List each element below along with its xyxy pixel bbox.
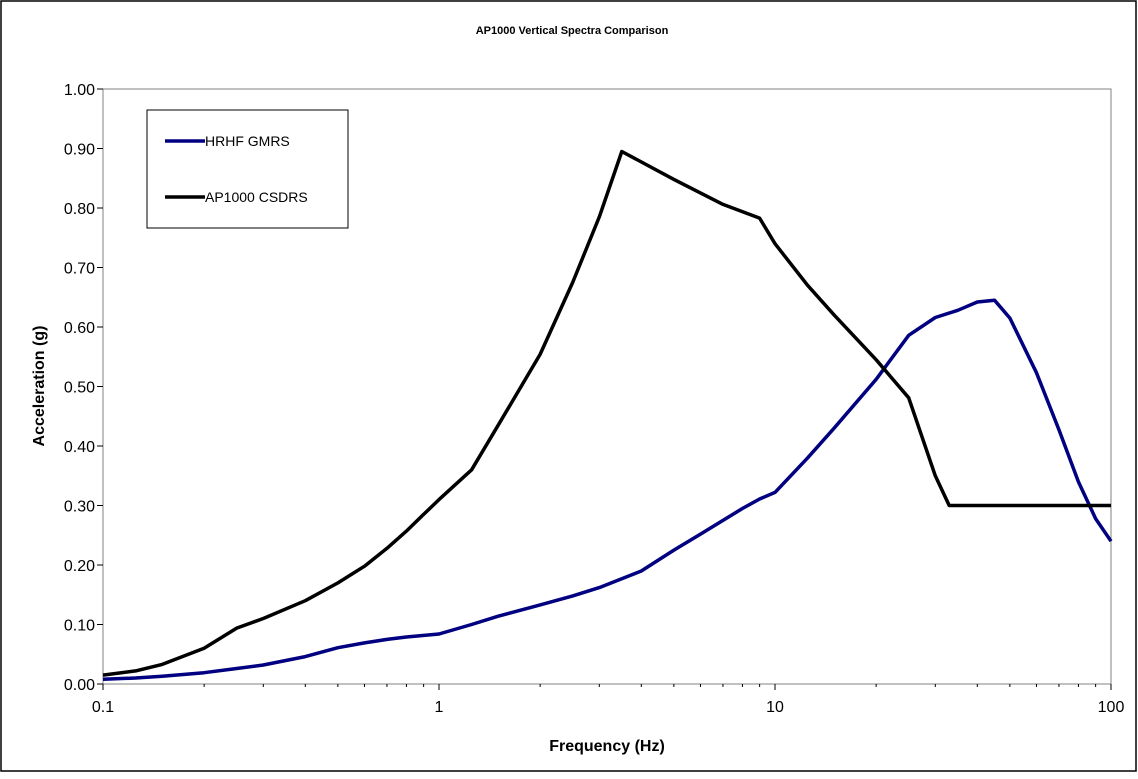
x-tick-label: 0.1: [92, 699, 114, 716]
y-tick-label: 0.70: [64, 261, 95, 278]
x-tick-label: 1: [435, 699, 444, 716]
x-tick-label: 10: [766, 699, 784, 716]
y-tick-label: 0.30: [64, 499, 95, 516]
y-tick-label: 1.00: [64, 82, 95, 99]
series-line-hrhf-gmrs: [102, 298, 1113, 681]
y-tick-label: 0.80: [64, 201, 95, 218]
y-tick-label: 0.00: [64, 677, 95, 694]
y-tick-label: 0.90: [64, 142, 95, 159]
series-layer: [102, 149, 1113, 681]
y-tick-label: 0.40: [64, 439, 95, 456]
legend: HRHF GMRS AP1000 CSDRS: [146, 109, 349, 229]
x-axis: 0.1 1 10 100: [92, 684, 1125, 716]
y-axis: 0.00 0.10 0.20 0.30 0.40 0.50 0.60 0.70 0.80 0.90…: [64, 82, 103, 694]
legend-label-ap1000-csdrs: AP1000 CSDRS: [205, 189, 308, 205]
y-axis-title: Acceleration (g): [31, 326, 48, 447]
x-tick-label: 100: [1098, 699, 1125, 716]
y-tick-label: 0.60: [64, 320, 95, 337]
chart-title: AP1000 Vertical Spectra Comparison: [476, 25, 669, 37]
x-axis-title: Frequency (Hz): [549, 738, 665, 755]
y-tick-label: 0.20: [64, 558, 95, 575]
legend-label-hrhf-gmrs: HRHF GMRS: [205, 133, 290, 149]
y-tick-label: 0.50: [64, 380, 95, 397]
y-tick-label: 0.10: [64, 618, 95, 635]
series-line-ap1000-csdrs: [102, 149, 1111, 677]
legend-box: [146, 109, 349, 229]
